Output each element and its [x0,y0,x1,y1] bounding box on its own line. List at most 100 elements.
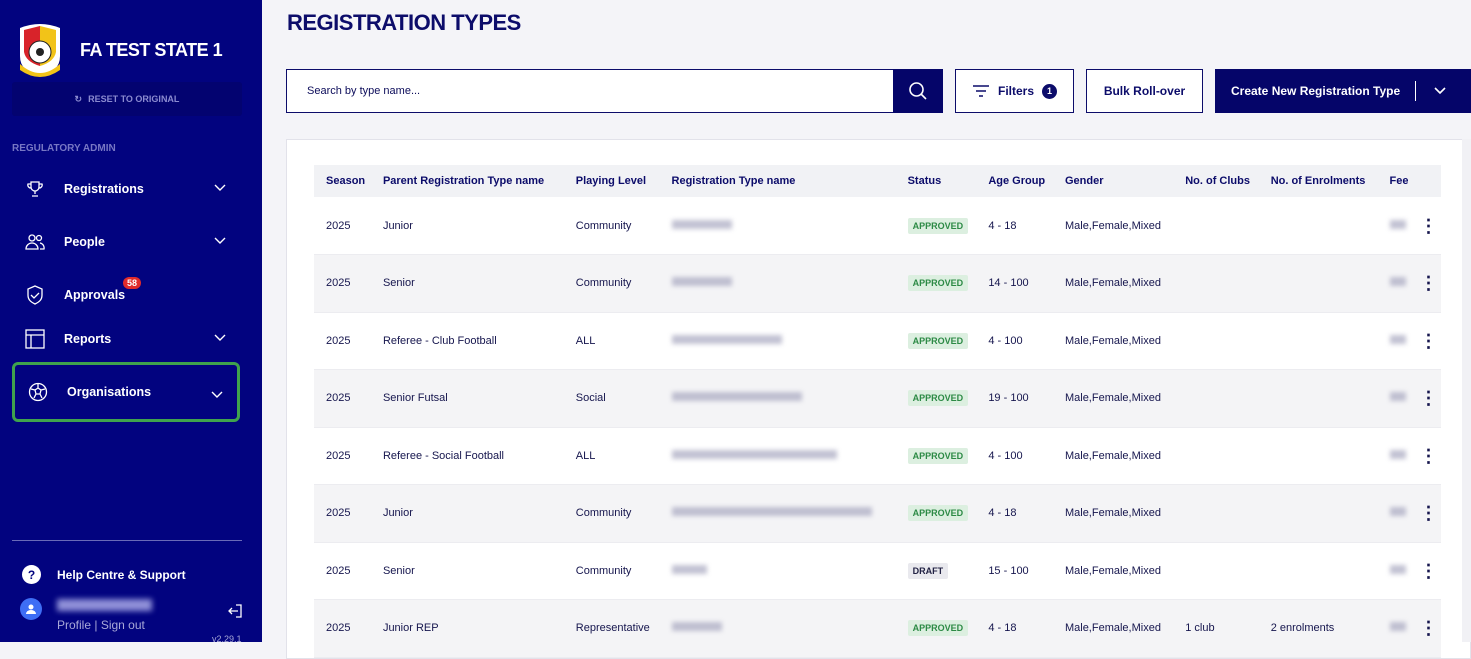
table-row[interactable]: 2025 Junior Community APPROVED 4 - 18 Male,Fe… [314,484,1441,543]
search-input[interactable] [287,85,893,97]
reset-to-original-button[interactable]: ↻ RESET TO ORIGINAL [12,82,242,116]
people-icon [24,231,46,253]
registration-types-table: Season Parent Registration Type name Playi… [314,165,1441,658]
chevron-down-icon[interactable] [1434,84,1446,98]
season: 2025 [326,622,351,635]
more-options-icon[interactable]: ⋮ [1419,273,1438,294]
help-centre-link[interactable]: ? Help Centre & Support [22,565,186,584]
playing-level: ALL [575,449,596,462]
fee-redacted [1389,449,1406,459]
more-options-icon[interactable]: ⋮ [1419,503,1438,524]
sidebar-item-reports[interactable]: Reports [12,317,240,361]
status-badge: DRAFT [907,562,949,579]
age-group: 4 - 18 [988,507,1017,520]
parent-type: Junior [382,219,413,232]
search-bar [286,69,943,113]
table-row[interactable]: 2025 Referee - Club Football ALL APPROVED 4 … [314,312,1441,370]
table-row[interactable]: 2025 Senior Futsal Social APPROVED 19 - 100 M… [314,369,1441,428]
sidebar-item-organisations[interactable]: Organisations [12,362,240,422]
season: 2025 [326,449,351,462]
registration-type-name-redacted [671,219,732,229]
sidebar-item-label: Registrations [64,182,144,196]
column-header[interactable]: No. of Clubs [1173,165,1259,197]
gender: Male,Female,Mixed [1064,277,1161,290]
playing-level: Community [575,507,632,520]
section-label: REGULATORY ADMIN [12,143,116,154]
parent-type: Senior Futsal [382,392,448,405]
reset-label: RESET TO ORIGINAL [88,94,180,104]
more-options-icon[interactable]: ⋮ [1419,445,1438,466]
table-row[interactable]: 2025 Senior Community DRAFT 15 - 100 Male,Fem… [314,542,1441,600]
registration-type-name-redacted [671,449,837,459]
column-header[interactable]: Gender [1052,165,1174,197]
age-group: 4 - 18 [988,219,1017,232]
status-badge: APPROVED [907,332,969,349]
bulk-rollover-button[interactable]: Bulk Roll-over [1086,69,1203,113]
sidebar-item-people[interactable]: People [12,220,240,264]
more-options-icon[interactable]: ⋮ [1419,388,1438,409]
age-group: 4 - 100 [988,334,1023,347]
column-header[interactable]: Parent Registration Type name [370,165,564,197]
table-row[interactable]: 2025 Referee - Social Football ALL APPROVED… [314,427,1441,485]
main-content: REGISTRATION TYPES Filters 1 Bulk Roll-o… [262,0,1471,659]
column-header[interactable]: Season [314,165,371,197]
create-registration-type-button[interactable]: Create New Registration Type [1215,69,1471,113]
column-header[interactable]: Registration Type name [659,165,896,197]
season: 2025 [326,564,351,577]
more-options-icon[interactable]: ⋮ [1419,330,1438,351]
approvals-count-badge: 58 [123,277,142,289]
enrolment-count: 2 enrolments [1270,622,1335,635]
fee-redacted [1389,622,1406,632]
age-group: 4 - 100 [988,449,1023,462]
scrollbar[interactable] [1462,139,1471,642]
status-badge: APPROVED [907,620,969,637]
column-header[interactable]: Fee [1377,165,1408,197]
playing-level: Representative [575,622,650,635]
fee-redacted [1389,277,1406,287]
user-links: Profile | Sign out [57,618,145,632]
column-header[interactable]: Status [895,165,977,197]
more-options-icon[interactable]: ⋮ [1419,215,1438,236]
status-badge: APPROVED [907,217,969,234]
chevron-down-icon [214,331,226,345]
table-row[interactable]: 2025 Junior REP Representative APPROVED 4 - … [314,599,1441,658]
parent-type: Junior REP [382,622,439,635]
more-options-icon[interactable]: ⋮ [1419,560,1438,581]
trophy-icon [24,178,46,200]
chevron-down-icon [211,388,223,402]
column-header[interactable]: No. of Enrolments [1258,165,1378,197]
fee-redacted [1389,392,1406,402]
sign-out-link[interactable]: Sign out [100,618,145,632]
parent-type: Referee - Social Football [382,449,504,462]
profile-link[interactable]: Profile [57,618,92,632]
season: 2025 [326,277,351,290]
gender: Male,Female,Mixed [1064,449,1161,462]
registration-type-name-redacted [671,622,722,632]
playing-level: Community [575,277,632,290]
registration-type-name-redacted [671,507,872,517]
playing-level: Social [575,392,606,405]
column-header[interactable]: Playing Level [563,165,660,197]
season: 2025 [326,507,351,520]
org-name: FA TEST STATE 1 [80,40,223,60]
page-title: REGISTRATION TYPES [287,10,521,35]
sidebar-item-approvals[interactable]: Approvals 58 [12,273,240,317]
fee-redacted [1389,564,1406,574]
sidebar-item-registrations[interactable]: Registrations [12,167,240,211]
football-icon [27,381,49,403]
logout-icon[interactable] [228,604,242,623]
more-options-icon[interactable]: ⋮ [1419,618,1438,639]
table-row[interactable]: 2025 Senior Community APPROVED 14 - 100 Male,… [314,254,1441,313]
column-header[interactable]: Age Group [976,165,1053,197]
table-card: Season Parent Registration Type name Playi… [286,139,1471,659]
filters-label: Filters [997,84,1034,98]
filters-button[interactable]: Filters 1 [955,69,1074,113]
gender: Male,Female,Mixed [1064,334,1161,347]
age-group: 4 - 18 [988,622,1017,635]
playing-level: Community [575,564,632,577]
table-row[interactable]: 2025 Junior Community APPROVED 4 - 18 Male,Fe… [314,197,1441,255]
search-button[interactable] [893,69,943,113]
filters-count-badge: 1 [1042,83,1057,99]
age-group: 15 - 100 [988,564,1029,577]
fee-redacted [1389,219,1406,229]
